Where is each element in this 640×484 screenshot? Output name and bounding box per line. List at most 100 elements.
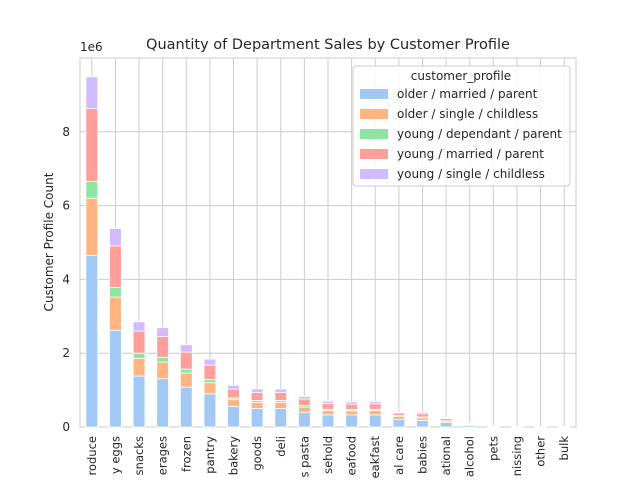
x-tick-label: pantry [203, 436, 217, 474]
bar-segment [86, 109, 98, 182]
bar-segment [180, 369, 192, 373]
bar-segment [417, 420, 429, 427]
bar-segment [369, 404, 381, 410]
chart-title: Quantity of Department Sales by Customer… [146, 37, 510, 53]
bar-segment [346, 404, 358, 410]
bar-segment [322, 415, 334, 427]
bar-segment [86, 198, 98, 255]
bar-segment [86, 182, 98, 199]
x-tick-label: eafood [345, 436, 359, 476]
bar-segment [228, 406, 240, 427]
bar-segment [204, 383, 216, 394]
x-tick-label: eakfast [368, 436, 382, 479]
bar-segment [275, 402, 287, 408]
y-axis-scale-label: 1e6 [80, 40, 103, 54]
bar-segment [180, 352, 192, 369]
x-tick-label: nissing [510, 436, 524, 476]
bar-segment [228, 400, 240, 407]
legend-swatch [360, 149, 388, 159]
bar-segment [322, 403, 334, 409]
y-axis-label: Customer Profile Count [42, 172, 56, 311]
bar-segment [346, 411, 358, 415]
x-tick-label: goods [250, 436, 264, 471]
bar-segment [157, 379, 169, 427]
bar-segment [275, 392, 287, 400]
bar-segment [417, 412, 429, 413]
bar-segment [298, 407, 310, 412]
legend-label: young / single / childless [397, 167, 545, 181]
bar-segment [133, 353, 145, 358]
y-tick-label: 2 [62, 346, 70, 360]
bar-segment [86, 77, 98, 109]
bar-segment [204, 394, 216, 427]
bar-segment [275, 389, 287, 392]
x-tick-label: s pasta [297, 436, 311, 478]
bar-segment [86, 255, 98, 427]
bar-segment [346, 415, 358, 427]
bar-segment [110, 228, 122, 245]
bar-segment [369, 410, 381, 414]
bar-segment [180, 373, 192, 387]
legend-label: older / married / parent [397, 87, 538, 101]
x-tick-label: pets [486, 436, 500, 461]
bar-segment [228, 389, 240, 398]
bar-segment [322, 410, 334, 414]
bar-segment [157, 362, 169, 379]
bar-segment [133, 322, 145, 331]
x-tick-label: roduce [85, 436, 99, 476]
legend-title: customer_profile [411, 69, 511, 83]
y-tick-label: 0 [62, 420, 70, 434]
bar-segment [110, 246, 122, 288]
y-tick-label: 4 [62, 272, 70, 286]
bar-segment [180, 387, 192, 427]
legend-swatch [360, 129, 388, 139]
x-tick-label: erages [156, 436, 170, 475]
x-tick-label: other [534, 436, 548, 467]
x-tick-label: ational [439, 436, 453, 475]
bar-segment [110, 297, 122, 330]
x-tick-label: frozen [179, 436, 193, 472]
bar-segment [157, 337, 169, 358]
bar-segment [393, 420, 405, 427]
bar-segment [298, 396, 310, 399]
bar-segment [346, 402, 358, 404]
bar-segment [369, 415, 381, 427]
bar-segment [393, 412, 405, 413]
legend-swatch [360, 109, 388, 119]
x-tick-label: al care [392, 436, 406, 475]
legend-label: young / dependant / parent [397, 127, 562, 141]
bar-segment [251, 409, 263, 427]
x-tick-label: deli [274, 436, 288, 457]
bar-segment [393, 416, 405, 419]
bar-segment [204, 359, 216, 365]
bar-segment [157, 328, 169, 337]
bar-segment [298, 399, 310, 406]
bar-segment [228, 385, 240, 389]
bar-segment [133, 331, 145, 353]
bar-segment [110, 330, 122, 427]
bar-segment [440, 423, 452, 427]
bar-segment [133, 358, 145, 376]
legend-swatch [360, 169, 388, 179]
bar-segment [275, 409, 287, 427]
bar-segment [440, 418, 452, 419]
y-tick-label: 8 [62, 125, 70, 139]
bar-segment [204, 365, 216, 379]
legend-label: young / married / parent [397, 147, 544, 161]
legend-swatch [360, 89, 388, 99]
bar-segment [133, 376, 145, 427]
x-tick-label: sehold [321, 436, 335, 474]
x-tick-label: babies [415, 436, 429, 474]
x-tick-label: bakery [227, 436, 241, 475]
bar-segment [110, 288, 122, 298]
bar-segment [417, 414, 429, 417]
bar-segment [369, 402, 381, 404]
x-tick-label: alcohol [463, 436, 477, 477]
legend: customer_profile older / married / paren… [353, 66, 570, 186]
bar-segment [322, 401, 334, 403]
bar-segment [180, 345, 192, 352]
x-tick-label: y eggs [108, 436, 122, 474]
bar-segment [204, 379, 216, 382]
